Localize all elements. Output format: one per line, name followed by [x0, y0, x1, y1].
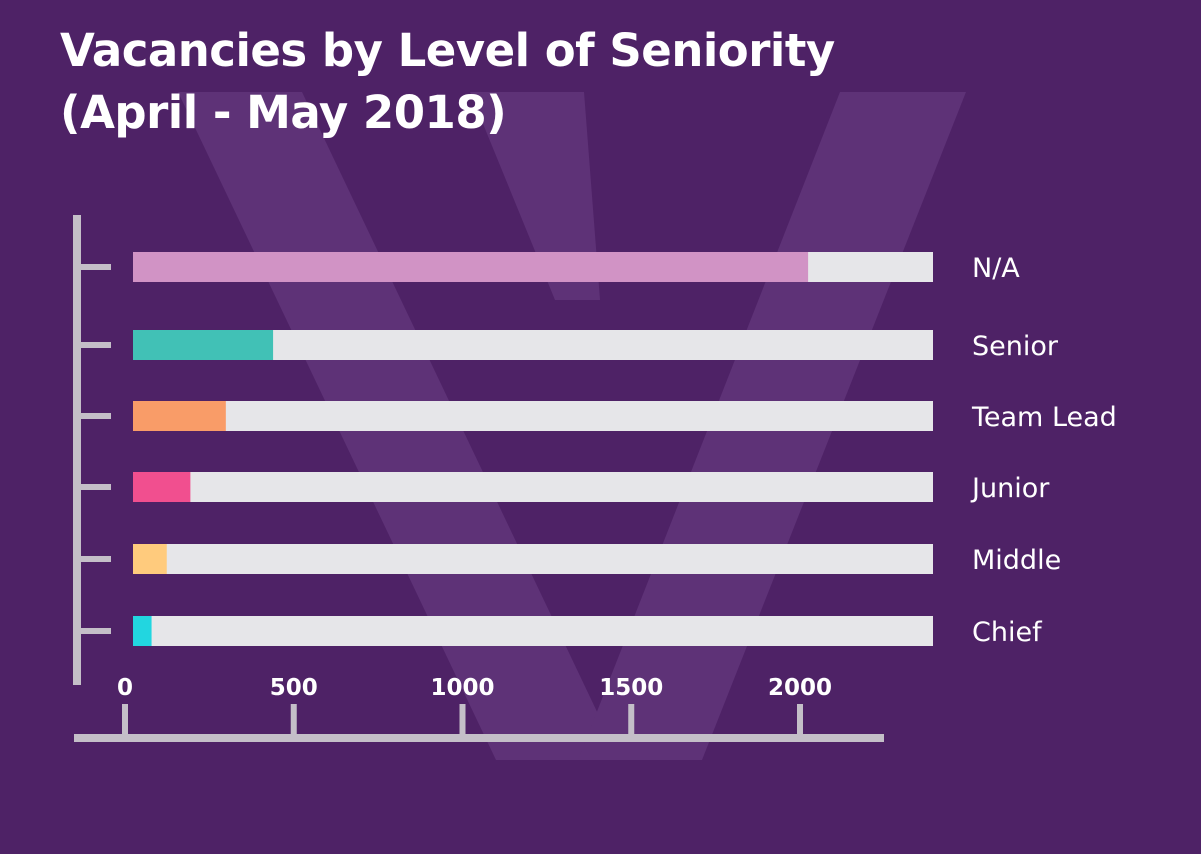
- chart-title-line: (April - May 2018): [60, 86, 507, 139]
- bar-track: [133, 544, 933, 574]
- bar-track: [133, 616, 933, 646]
- bar-track: [133, 401, 933, 431]
- chart-title-line: Vacancies by Level of Seniority: [60, 24, 835, 77]
- category-label: Senior: [972, 331, 1059, 362]
- y-axis-line: [73, 215, 81, 685]
- y-axis-tick: [81, 264, 111, 270]
- x-axis-tick: [122, 704, 128, 734]
- bar: [133, 401, 226, 431]
- x-tick-label: 2000: [768, 675, 832, 701]
- x-tick-label: 500: [270, 675, 318, 701]
- category-label: Team Lead: [971, 402, 1117, 433]
- x-axis-line: [74, 734, 884, 742]
- category-label: N/A: [972, 253, 1020, 284]
- category-label: Chief: [972, 617, 1043, 648]
- chart-axes: [73, 215, 884, 742]
- bar: [133, 616, 152, 646]
- x-axis-tick: [290, 704, 297, 734]
- x-axis-tick: [628, 704, 635, 734]
- x-axis-ticks: 0 500 1000 1500 2000: [117, 675, 832, 734]
- y-axis-tick: [81, 342, 111, 348]
- bars-group: [133, 252, 933, 646]
- x-axis-tick: [797, 704, 803, 734]
- x-tick-label: 0: [117, 675, 133, 701]
- bar-track: [133, 472, 933, 502]
- bar: [133, 252, 809, 282]
- category-labels: N/A Senior Team Lead Junior Middle Chief: [970, 253, 1117, 648]
- bar: [133, 544, 167, 574]
- bar: [133, 472, 191, 502]
- y-axis-tick: [81, 556, 111, 562]
- x-axis-tick: [459, 704, 466, 734]
- category-label: Middle: [972, 545, 1061, 576]
- category-label: Junior: [970, 473, 1050, 504]
- x-tick-label: 1500: [599, 675, 663, 701]
- x-tick-label: 1000: [430, 675, 494, 701]
- y-axis-tick: [81, 628, 111, 634]
- chart-title: Vacancies by Level of Seniority (April -…: [60, 20, 835, 144]
- bar: [133, 330, 274, 360]
- y-axis-tick: [81, 484, 111, 490]
- y-axis-tick: [81, 413, 111, 419]
